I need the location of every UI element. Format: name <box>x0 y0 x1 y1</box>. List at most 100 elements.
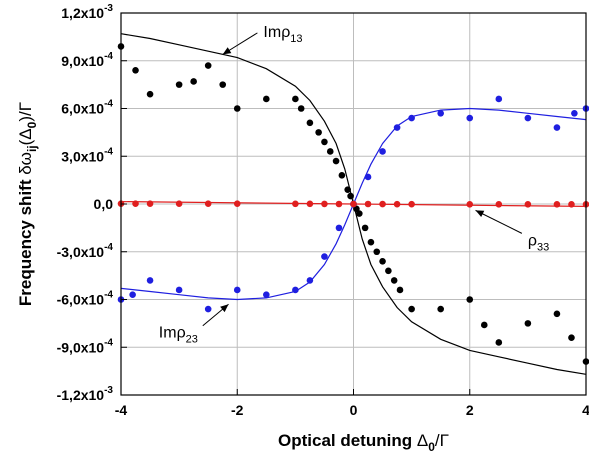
data-point-rho13 <box>396 286 404 294</box>
data-point-rho13 <box>233 105 241 112</box>
y-tick-mantissa: 9,0x10 <box>61 53 104 69</box>
axis-ticks: -4 -2 0 2 41,2x10-39,0x10-46,0x10-43,0x10-40… <box>57 3 589 418</box>
data-point-rho13 <box>190 78 197 85</box>
y-tick-label: -3,0x10-4 <box>57 242 114 260</box>
y-tick-exponent: -3 <box>104 3 113 14</box>
y-tick-mantissa: 6,0x10 <box>61 101 104 117</box>
annotation-rho23: Imρ23 <box>159 325 198 346</box>
data-point-rho23 <box>408 114 415 122</box>
data-point-rho23 <box>437 109 444 117</box>
y-tick-mantissa: -3,0x10 <box>57 244 105 260</box>
data-point-rho33 <box>408 200 415 208</box>
y-tick-label: -9,0x10-4 <box>57 337 114 355</box>
y-tick-label: 9,0x10-4 <box>61 51 113 69</box>
data-point-rho13 <box>385 267 392 275</box>
y-tick-exponent: -4 <box>104 337 113 348</box>
x-tick-label: -4 <box>115 402 128 418</box>
data-point-rho33 <box>350 200 357 208</box>
data-point-rho13 <box>132 67 139 74</box>
y-tick-exponent: -4 <box>104 146 113 157</box>
data-point-rho23 <box>335 224 343 232</box>
annotation-arrow-head <box>222 47 232 55</box>
data-point-rho23 <box>129 291 136 299</box>
data-point-rho23 <box>466 114 474 122</box>
data-point-rho13 <box>219 81 227 88</box>
annotation-subscript: 33 <box>537 241 549 253</box>
y-tick-exponent: -4 <box>104 242 113 253</box>
x-tick-label: -2 <box>231 402 244 418</box>
data-point-rho23 <box>146 277 154 284</box>
y-tick-mantissa: 1,2x10 <box>61 5 104 21</box>
data-point-rho33 <box>292 200 299 208</box>
data-point-rho33 <box>306 200 314 208</box>
y-tick-mantissa: 0,0 <box>94 196 114 212</box>
y-axis-title-symbol: δω <box>16 152 35 175</box>
grid <box>121 13 586 395</box>
data-point-rho13 <box>568 334 575 342</box>
data-point-rho33 <box>466 201 474 208</box>
x-tick-label: 0 <box>350 402 358 418</box>
x-tick-label: 2 <box>466 402 474 418</box>
data-point-rho13 <box>347 192 354 200</box>
data-point-rho23 <box>321 253 328 260</box>
y-tick-exponent: -4 <box>104 51 113 62</box>
data-point-rho23 <box>263 291 270 299</box>
x-axis-title: Optical detuning Δ0/Γ <box>278 431 449 454</box>
data-point-rho13 <box>292 95 299 103</box>
data-point-rho33 <box>495 201 503 208</box>
data-point-rho23 <box>571 109 578 117</box>
data-point-rho23 <box>553 124 561 131</box>
annotation-rho33: ρ33 <box>528 232 549 253</box>
data-point-rho33 <box>321 200 328 208</box>
annotation-symbol: ρ <box>177 325 186 342</box>
data-point-rho13 <box>338 172 346 179</box>
data-point-rho23 <box>524 114 532 122</box>
y-tick-label: 1,2x10-3 <box>61 3 113 21</box>
data-point-rho23 <box>292 286 299 294</box>
data-point-rho13 <box>361 224 369 232</box>
data-point-rho23 <box>364 173 372 181</box>
data-point-rho23 <box>495 95 503 103</box>
y-tick-mantissa: -6,0x10 <box>57 292 105 308</box>
data-point-rho23 <box>379 148 386 155</box>
x-axis-title-main: Optical detuning <box>278 431 417 450</box>
y-tick-label: 3,0x10-4 <box>61 146 113 164</box>
data-point-rho13 <box>553 310 561 318</box>
data-point-rho33 <box>568 201 575 208</box>
y-tick-mantissa: -1,2x10 <box>57 387 105 403</box>
annotation-prefix: Im <box>159 325 177 342</box>
y-axis-title-tail: )/Γ <box>16 102 35 122</box>
y-tick-mantissa: 3,0x10 <box>61 148 104 164</box>
annotation-prefix: Im <box>263 24 281 41</box>
data-point-rho13 <box>321 138 328 146</box>
data-point-rho13 <box>332 157 340 165</box>
y-tick-exponent: -3 <box>104 385 113 396</box>
data-point-rho13 <box>437 305 444 313</box>
annotation-rho13: Imρ13 <box>263 24 302 45</box>
data-point-rho13 <box>146 90 154 98</box>
y-tick-label: 6,0x10-4 <box>61 99 113 117</box>
annotation-symbol: ρ <box>281 24 290 41</box>
data-point-rho13 <box>480 321 488 329</box>
data-point-rho23 <box>306 277 314 284</box>
data-point-rho13 <box>495 339 503 346</box>
data-point-rho13 <box>356 210 363 217</box>
annotation-arrow-head <box>220 304 229 313</box>
y-tick-label: -1,2x10-3 <box>57 385 114 403</box>
y-axis-title-subscript2: 0 <box>25 121 39 128</box>
data-point-rho13 <box>408 305 415 313</box>
annotation-arrow-head <box>475 210 485 218</box>
data-point-rho23 <box>175 286 183 294</box>
data-point-rho23 <box>393 124 401 131</box>
data-point-rho23 <box>204 305 212 313</box>
data-point-rho13 <box>315 129 322 136</box>
data-point-rho23 <box>233 286 241 294</box>
annotation-subscript: 23 <box>186 334 198 346</box>
data-point-rho13 <box>263 95 270 103</box>
y-tick-mantissa: -9,0x10 <box>57 339 105 355</box>
data-point-rho13 <box>326 148 334 155</box>
data-point-rho13 <box>344 186 351 193</box>
y-tick-label: 0,0 <box>94 196 114 212</box>
